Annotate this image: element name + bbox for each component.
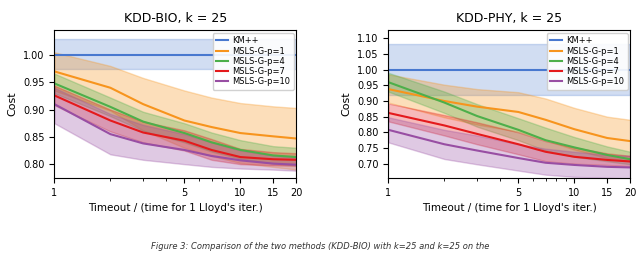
MSLS-G-p=10 [180,148,188,151]
MSLS-G-p=10 [292,163,300,166]
MSLS-G-p=1 [385,88,392,91]
MSLS-G-p=7 [180,139,188,142]
X-axis label: Timeout / (time for 1 Lloyd's iter.): Timeout / (time for 1 Lloyd's iter.) [88,203,263,213]
Line: MSLS-G-p=1: MSLS-G-p=1 [388,89,630,141]
MSLS-G-p=4 [515,128,522,131]
KM++ [269,54,277,57]
MSLS-G-p=7 [440,124,448,127]
MSLS-G-p=4 [474,115,481,118]
Line: MSLS-G-p=7: MSLS-G-p=7 [388,113,630,162]
MSLS-G-p=1 [208,125,216,129]
MSLS-G-p=4 [180,132,188,135]
Legend: KM++, MSLS-G-p=1, MSLS-G-p=4, MSLS-G-p=7, MSLS-G-p=10: KM++, MSLS-G-p=1, MSLS-G-p=4, MSLS-G-p=7… [212,33,294,90]
MSLS-G-p=10 [106,133,114,136]
MSLS-G-p=1 [571,128,579,131]
X-axis label: Timeout / (time for 1 Lloyd's iter.): Timeout / (time for 1 Lloyd's iter.) [422,203,596,213]
MSLS-G-p=4 [571,146,579,149]
MSLS-G-p=1 [292,137,300,140]
MSLS-G-p=1 [51,70,58,73]
MSLS-G-p=4 [237,148,244,151]
MSLS-G-p=10 [269,162,277,165]
MSLS-G-p=7 [140,131,147,134]
Line: MSLS-G-p=1: MSLS-G-p=1 [54,71,296,138]
MSLS-G-p=7 [474,132,481,135]
MSLS-G-p=1 [440,100,448,103]
MSLS-G-p=4 [51,82,58,85]
MSLS-G-p=10 [237,159,244,162]
KM++ [571,68,579,71]
MSLS-G-p=10 [541,161,549,164]
MSLS-G-p=1 [237,132,244,135]
MSLS-G-p=4 [541,139,549,142]
Line: MSLS-G-p=4: MSLS-G-p=4 [388,82,630,159]
MSLS-G-p=1 [515,110,522,114]
MSLS-G-p=4 [627,158,634,161]
KM++ [140,54,147,57]
MSLS-G-p=4 [292,155,300,158]
MSLS-G-p=10 [604,165,611,168]
Title: KDD-BIO, k = 25: KDD-BIO, k = 25 [124,12,227,25]
MSLS-G-p=10 [140,142,147,145]
MSLS-G-p=4 [604,153,611,156]
MSLS-G-p=10 [51,103,58,106]
KM++ [541,68,549,71]
KM++ [627,68,634,71]
MSLS-G-p=1 [106,86,114,89]
MSLS-G-p=1 [474,105,481,108]
MSLS-G-p=7 [604,158,611,162]
MSLS-G-p=10 [515,156,522,160]
MSLS-G-p=1 [541,118,549,121]
KM++ [208,54,216,57]
KM++ [515,68,522,71]
Line: MSLS-G-p=10: MSLS-G-p=10 [54,104,296,165]
Y-axis label: Cost: Cost [8,92,18,116]
MSLS-G-p=1 [627,140,634,143]
MSLS-G-p=7 [208,148,216,151]
Line: MSLS-G-p=4: MSLS-G-p=4 [54,83,296,157]
MSLS-G-p=4 [208,141,216,144]
KM++ [237,54,244,57]
KM++ [474,68,481,71]
KM++ [604,68,611,71]
KM++ [385,68,392,71]
Text: Figure 3: Comparison of the two methods (KDD-BIO) with k=25 and k=25 on the: Figure 3: Comparison of the two methods … [151,242,489,251]
Line: MSLS-G-p=10: MSLS-G-p=10 [388,130,630,167]
MSLS-G-p=7 [237,155,244,158]
KM++ [51,54,58,57]
Legend: KM++, MSLS-G-p=1, MSLS-G-p=4, MSLS-G-p=7, MSLS-G-p=10: KM++, MSLS-G-p=1, MSLS-G-p=4, MSLS-G-p=7… [547,33,628,90]
MSLS-G-p=10 [208,154,216,157]
MSLS-G-p=1 [269,135,277,138]
Title: KDD-PHY, k = 25: KDD-PHY, k = 25 [456,12,563,25]
MSLS-G-p=7 [627,160,634,163]
MSLS-G-p=10 [385,128,392,131]
MSLS-G-p=4 [440,101,448,104]
KM++ [292,54,300,57]
MSLS-G-p=4 [269,154,277,157]
MSLS-G-p=7 [571,155,579,158]
MSLS-G-p=10 [474,149,481,152]
MSLS-G-p=4 [140,120,147,123]
MSLS-G-p=1 [604,136,611,139]
MSLS-G-p=10 [571,163,579,166]
MSLS-G-p=7 [106,119,114,122]
MSLS-G-p=10 [440,143,448,146]
MSLS-G-p=7 [385,112,392,115]
MSLS-G-p=7 [292,158,300,161]
MSLS-G-p=1 [140,103,147,106]
KM++ [106,54,114,57]
MSLS-G-p=4 [106,105,114,108]
MSLS-G-p=7 [541,150,549,153]
MSLS-G-p=7 [269,158,277,161]
KM++ [180,54,188,57]
MSLS-G-p=4 [385,81,392,84]
KM++ [440,68,448,71]
MSLS-G-p=7 [51,94,58,97]
Line: MSLS-G-p=7: MSLS-G-p=7 [54,96,296,160]
MSLS-G-p=7 [515,143,522,146]
MSLS-G-p=1 [180,119,188,122]
MSLS-G-p=10 [627,166,634,169]
Y-axis label: Cost: Cost [342,92,351,116]
